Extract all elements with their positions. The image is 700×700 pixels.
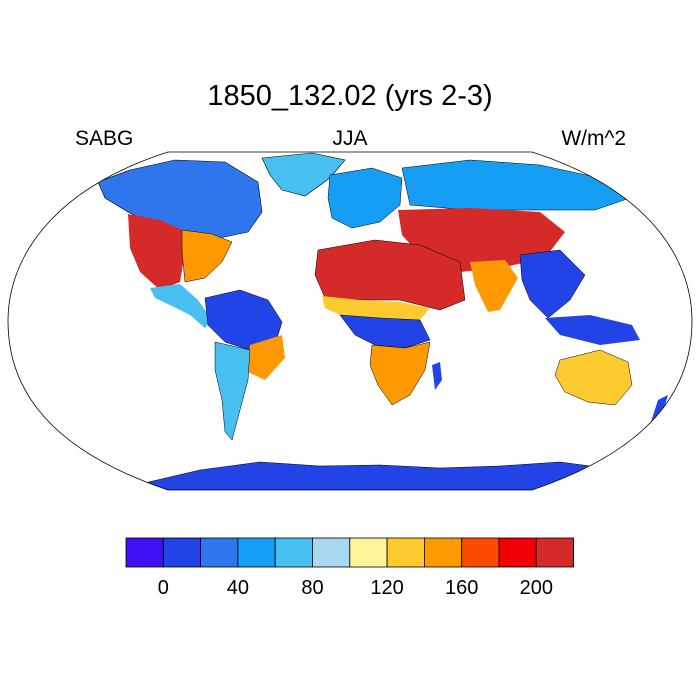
central-africa	[339, 314, 431, 349]
mexico	[150, 284, 212, 328]
colorbar-tick-label: 80	[301, 577, 323, 599]
colorbar-box	[461, 537, 500, 568]
sahara-arabia	[314, 239, 466, 311]
colorbar-tick-label: 160	[445, 577, 478, 599]
colorbar-box	[423, 537, 463, 568]
colorbar-box	[125, 537, 164, 568]
southeast-asia	[519, 249, 586, 319]
variable-label: SABG	[75, 127, 134, 150]
colorbar-box	[349, 537, 388, 568]
colorbar-tick-label: 40	[227, 577, 249, 599]
north-america-north	[97, 159, 263, 241]
europe	[327, 167, 403, 229]
south-america-south	[214, 341, 251, 441]
north-america-east	[181, 229, 233, 283]
colorbar-box	[535, 537, 574, 568]
south-america-east	[248, 335, 285, 380]
colorbar-tick-label: 200	[520, 577, 553, 599]
southern-africa	[369, 341, 431, 406]
colorbar-box	[200, 537, 239, 568]
colorbar-box	[162, 537, 202, 568]
india	[470, 260, 518, 312]
greenland	[261, 152, 346, 197]
colorbar-box	[274, 537, 313, 568]
indonesia	[545, 315, 640, 345]
new-zealand	[650, 395, 668, 425]
antarctica	[139, 461, 661, 490]
colorbar-box	[237, 537, 276, 568]
map-title: 1850_132.02 (yrs 2-3)	[207, 80, 493, 112]
australia	[554, 349, 633, 406]
colorbar-box	[312, 537, 351, 568]
colorbar-tick-label: 120	[370, 577, 403, 599]
units-label: W/m^2	[561, 127, 626, 150]
map-border	[7, 151, 693, 491]
colorbar-box	[386, 537, 425, 568]
colorbar-box	[498, 537, 537, 568]
sahel	[322, 296, 430, 320]
colorbar-tick-label: 0	[158, 577, 169, 599]
madagascar	[432, 362, 442, 390]
north-america-west	[128, 214, 185, 290]
siberia	[401, 159, 631, 211]
season-label: JJA	[332, 127, 368, 150]
